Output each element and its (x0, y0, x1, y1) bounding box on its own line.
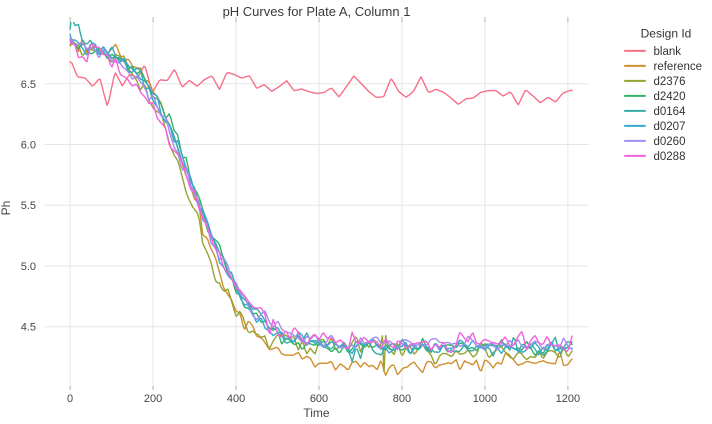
svg-text:5.0: 5.0 (21, 261, 36, 273)
svg-text:200: 200 (144, 393, 162, 405)
svg-text:1000: 1000 (473, 393, 497, 405)
svg-text:Design Id: Design Id (641, 27, 692, 41)
svg-text:800: 800 (393, 393, 411, 405)
svg-text:6.0: 6.0 (21, 140, 36, 152)
svg-text:d2376: d2376 (654, 76, 686, 88)
svg-text:4.5: 4.5 (21, 322, 36, 334)
svg-text:pH Curves for Plate A, Column: pH Curves for Plate A, Column 1 (223, 4, 411, 19)
svg-text:0: 0 (67, 393, 73, 405)
svg-text:d0260: d0260 (654, 136, 686, 148)
svg-text:600: 600 (310, 393, 328, 405)
svg-text:d0207: d0207 (654, 121, 686, 133)
svg-text:blank: blank (654, 46, 682, 58)
svg-text:reference: reference (654, 61, 703, 73)
svg-text:5.5: 5.5 (21, 200, 36, 212)
svg-text:d0288: d0288 (654, 151, 686, 163)
svg-text:400: 400 (227, 393, 245, 405)
svg-text:Time: Time (303, 406, 330, 420)
svg-text:6.5: 6.5 (21, 79, 36, 91)
svg-text:1200: 1200 (556, 393, 580, 405)
svg-text:Ph: Ph (0, 201, 13, 216)
svg-text:d2420: d2420 (654, 91, 686, 103)
svg-text:d0164: d0164 (654, 106, 687, 118)
